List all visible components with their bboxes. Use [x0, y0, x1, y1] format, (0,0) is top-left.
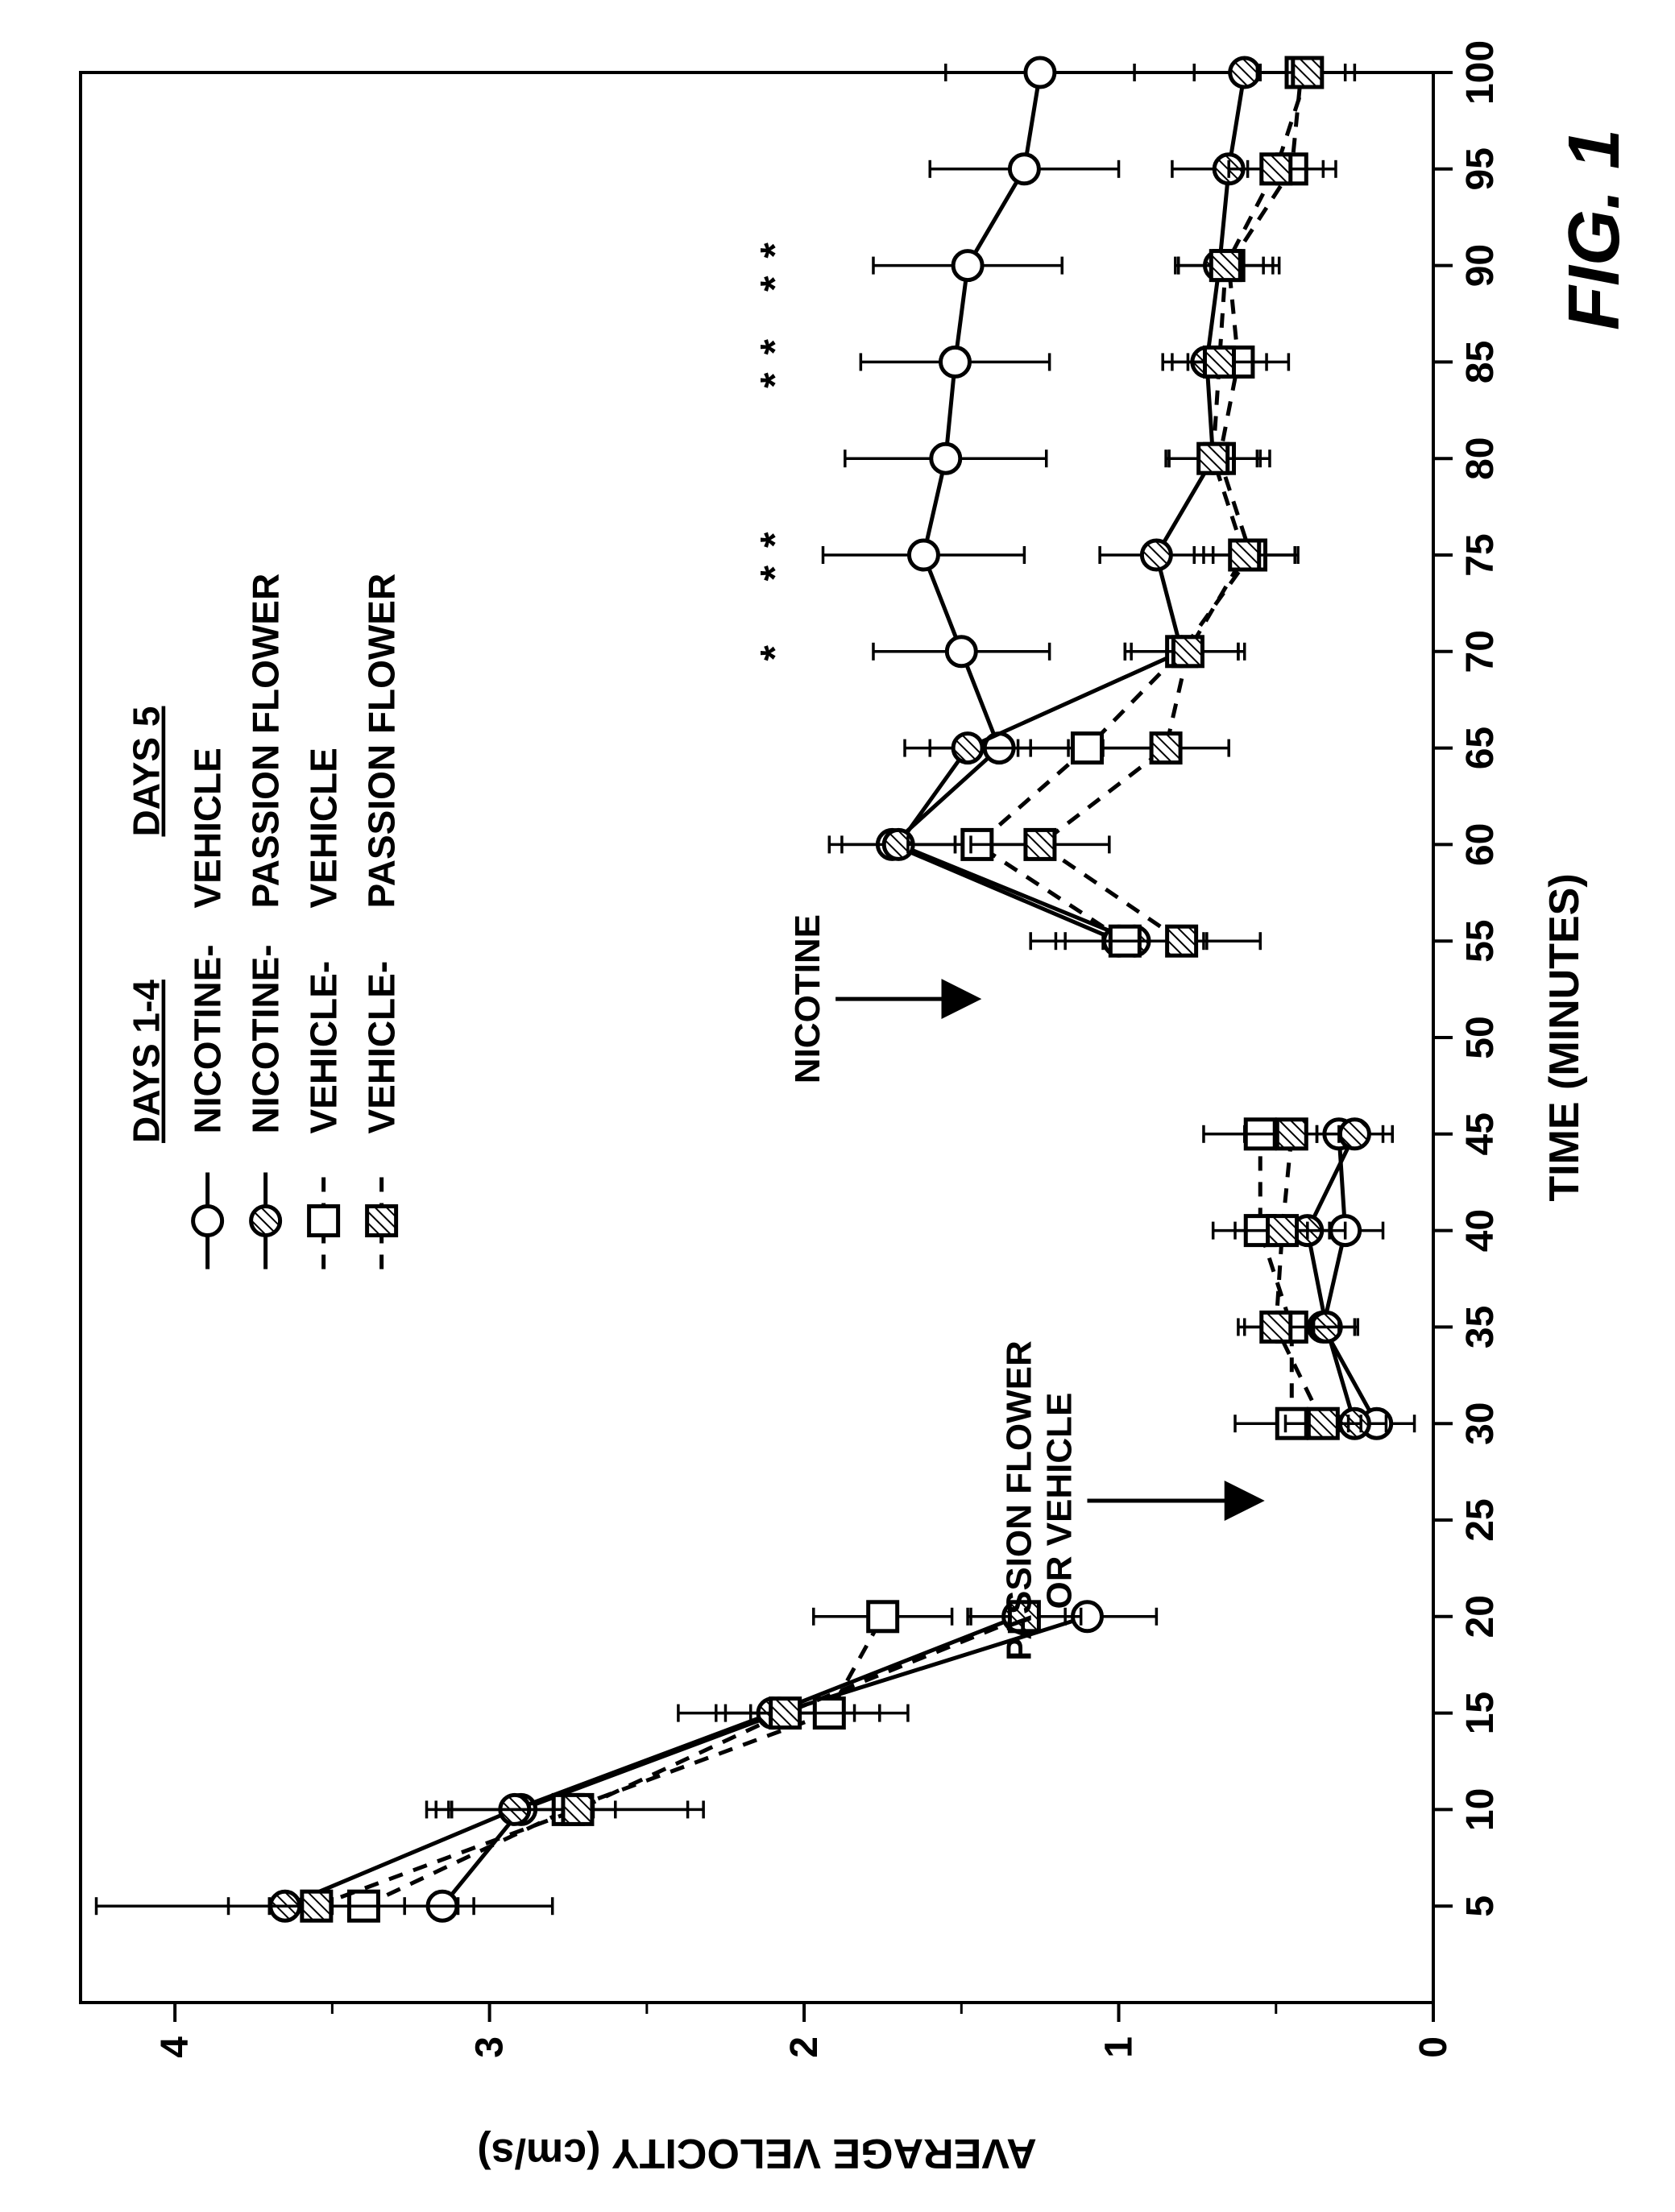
svg-text:NICOTINE: NICOTINE — [788, 914, 827, 1083]
svg-text:20: 20 — [1459, 1595, 1502, 1638]
svg-text:*: * — [753, 642, 798, 661]
svg-text:2: 2 — [783, 2036, 826, 2058]
svg-text:PASSION FLOWER: PASSION FLOWER — [999, 1340, 1039, 1661]
chart-container: 0123451015202530354045505560657075808590… — [0, 0, 1675, 2212]
svg-text:30: 30 — [1459, 1402, 1502, 1445]
svg-text:60: 60 — [1459, 823, 1502, 866]
svg-text:55: 55 — [1459, 920, 1502, 963]
svg-text:4: 4 — [154, 2036, 197, 2058]
svg-text:VEHICLE: VEHICLE — [187, 748, 229, 908]
svg-text:50: 50 — [1459, 1016, 1502, 1058]
svg-text:PASSION FLOWER: PASSION FLOWER — [245, 574, 287, 909]
svg-text:NICOTINE-: NICOTINE- — [187, 944, 229, 1133]
svg-text:45: 45 — [1459, 1112, 1502, 1155]
svg-text:0: 0 — [1412, 2036, 1455, 2058]
svg-text:NICOTINE-: NICOTINE- — [245, 944, 287, 1133]
svg-text:* *: * * — [753, 336, 798, 388]
svg-text:3: 3 — [469, 2036, 512, 2058]
svg-text:35: 35 — [1459, 1306, 1502, 1348]
svg-text:VEHICLE: VEHICLE — [303, 748, 345, 908]
svg-text:DAYS 1-4: DAYS 1-4 — [126, 980, 168, 1143]
svg-text:95: 95 — [1459, 147, 1502, 190]
svg-text:100: 100 — [1459, 40, 1502, 105]
svg-text:DAYS 5: DAYS 5 — [126, 706, 168, 837]
svg-text:70: 70 — [1459, 630, 1502, 673]
svg-text:FIG. 1: FIG. 1 — [1554, 129, 1635, 330]
svg-text:* *: * * — [753, 239, 798, 292]
svg-text:VEHICLE-: VEHICLE- — [303, 961, 345, 1134]
svg-text:PASSION FLOWER: PASSION FLOWER — [361, 574, 403, 909]
svg-text:1: 1 — [1098, 2036, 1141, 2058]
svg-text:OR VEHICLE: OR VEHICLE — [1039, 1393, 1079, 1609]
svg-text:80: 80 — [1459, 437, 1502, 480]
svg-text:VEHICLE-: VEHICLE- — [361, 961, 403, 1134]
svg-text:10: 10 — [1459, 1788, 1502, 1831]
svg-text:40: 40 — [1459, 1209, 1502, 1252]
svg-text:* *: * * — [753, 529, 798, 582]
svg-text:15: 15 — [1459, 1692, 1502, 1734]
svg-text:25: 25 — [1459, 1498, 1502, 1541]
chart-svg: 0123451015202530354045505560657075808590… — [0, 0, 1675, 2212]
svg-text:90: 90 — [1459, 244, 1502, 287]
svg-text:65: 65 — [1459, 727, 1502, 769]
svg-text:TIME (MINUTES): TIME (MINUTES) — [1541, 873, 1588, 1201]
svg-text:AVERAGE VELOCITY (cm/s): AVERAGE VELOCITY (cm/s) — [477, 2130, 1036, 2177]
svg-text:85: 85 — [1459, 341, 1502, 383]
svg-text:75: 75 — [1459, 533, 1502, 576]
svg-text:5: 5 — [1459, 1895, 1502, 1917]
